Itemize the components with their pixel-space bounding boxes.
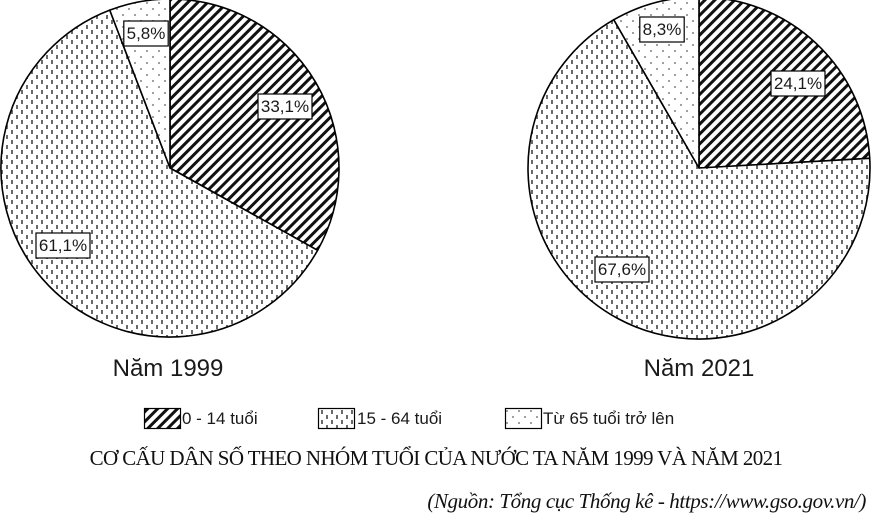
- svg-text:8,3%: 8,3%: [643, 20, 682, 39]
- pie-chart-1999: 33,1% 61,1% 5,8%: [0, 0, 340, 338]
- pie-slice-0-14: [169, 0, 340, 252]
- pie-title-1999: Năm 1999: [113, 355, 224, 382]
- legend-item-65-plus: Từ 65 tuổi trở lên: [504, 407, 674, 430]
- slice-value-label-15-64: 67,6%: [594, 256, 650, 283]
- svg-text:67,6%: 67,6%: [598, 260, 646, 279]
- chart-source: (Nguồn: Tổng cục Thống kê - https://www.…: [427, 489, 866, 513]
- slice-value-label-0-14: 24,1%: [770, 70, 826, 97]
- slice-value-label-65-plus: 5,8%: [123, 20, 169, 47]
- legend-label-15-64: 15 - 64 tuổi: [357, 409, 442, 428]
- pie-title-2021: Năm 2021: [644, 355, 755, 382]
- legend-label-0-14: 0 - 14 tuổi: [182, 409, 258, 428]
- slice-value-label-65-plus: 8,3%: [639, 16, 685, 43]
- legend-swatch-dense-dots-icon: [317, 407, 356, 430]
- pie-chart-2021: 24,1% 67,6% 8,3%: [527, 0, 871, 340]
- legend: 0 - 14 tuổi 15 - 64 tuổi Từ 65 tuổi trở …: [143, 407, 674, 430]
- svg-text:61,1%: 61,1%: [39, 236, 87, 255]
- chart-title: CƠ CẤU DÂN SỐ THEO NHÓM TUỔI CỦA NƯỚC TA…: [89, 446, 783, 470]
- slice-value-label-15-64: 61,1%: [35, 232, 91, 259]
- svg-text:5,8%: 5,8%: [127, 24, 166, 43]
- svg-text:33,1%: 33,1%: [261, 97, 309, 116]
- legend-item-15-64: 15 - 64 tuổi: [317, 407, 442, 430]
- slice-value-label-0-14: 33,1%: [257, 93, 313, 120]
- legend-swatch-sparse-dots-icon: [504, 407, 543, 430]
- legend-label-65-plus: Từ 65 tuổi trở lên: [543, 409, 674, 428]
- svg-text:24,1%: 24,1%: [774, 74, 822, 93]
- legend-item-0-14: 0 - 14 tuổi: [143, 407, 258, 430]
- legend-swatch-hatch-icon: [143, 407, 182, 430]
